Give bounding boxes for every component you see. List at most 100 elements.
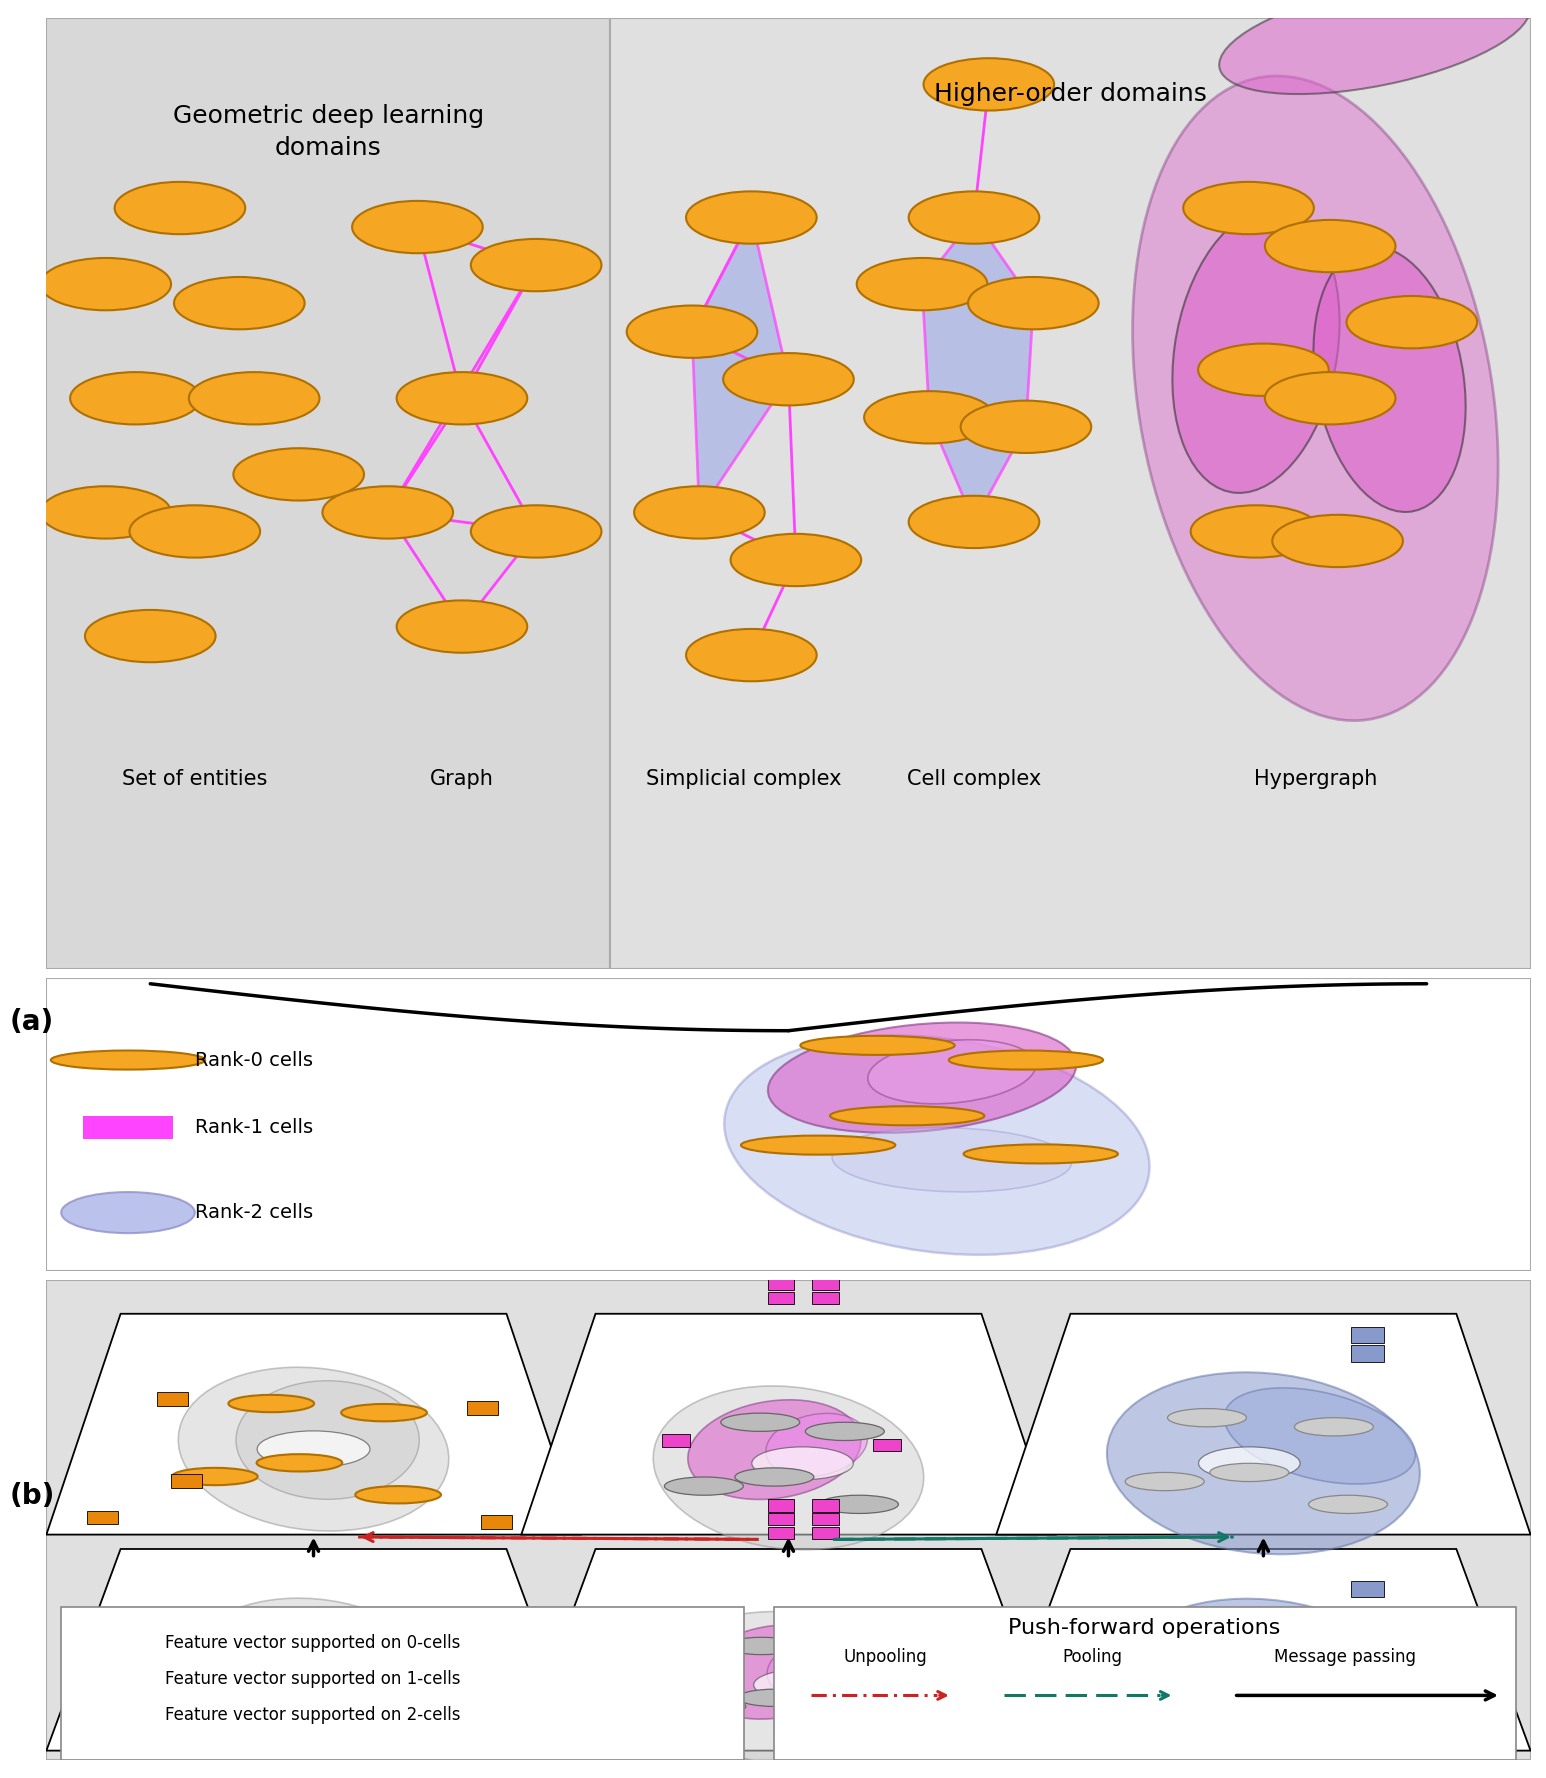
Ellipse shape [186,1598,442,1753]
Ellipse shape [737,1689,813,1707]
Ellipse shape [70,372,201,425]
Bar [99,1734,128,1748]
Polygon shape [996,1314,1531,1534]
Ellipse shape [85,610,215,661]
Ellipse shape [660,1611,917,1767]
Text: Cell complex: Cell complex [908,768,1040,789]
Ellipse shape [229,1396,314,1412]
Bar [768,1264,795,1277]
Polygon shape [521,1549,1056,1751]
Ellipse shape [801,1037,955,1054]
Bar [1351,1581,1384,1597]
Ellipse shape [1220,0,1531,94]
Ellipse shape [1125,1472,1204,1490]
Ellipse shape [237,1382,419,1499]
Bar [111,1636,144,1650]
Ellipse shape [909,496,1039,548]
Ellipse shape [818,1716,892,1732]
Ellipse shape [856,258,988,311]
Bar [467,1401,498,1415]
Bar [473,1739,502,1751]
Polygon shape [46,1549,581,1751]
Bar [773,1607,1515,1760]
Text: Rank-0 cells: Rank-0 cells [195,1051,312,1070]
Ellipse shape [1224,1389,1415,1485]
Text: (b): (b) [9,1483,54,1510]
Ellipse shape [686,192,816,244]
Bar [812,1278,839,1291]
Bar [83,1117,173,1140]
Bar [812,1499,839,1511]
Circle shape [1198,1447,1300,1479]
Ellipse shape [233,1625,314,1641]
Ellipse shape [1211,1463,1289,1481]
Ellipse shape [867,1040,1036,1104]
Ellipse shape [342,1405,427,1421]
Ellipse shape [472,505,601,558]
Ellipse shape [963,1145,1118,1163]
Polygon shape [921,217,1033,523]
Ellipse shape [731,533,861,587]
Ellipse shape [724,354,853,405]
Ellipse shape [1292,1641,1368,1659]
Ellipse shape [634,485,765,539]
Circle shape [1201,1670,1299,1700]
Ellipse shape [734,1469,813,1486]
Ellipse shape [1212,1686,1288,1702]
Ellipse shape [257,1454,342,1472]
Bar [812,1527,839,1540]
Ellipse shape [688,1399,861,1499]
Ellipse shape [352,1710,434,1726]
Text: Unpooling: Unpooling [843,1648,926,1666]
Bar [768,1250,795,1262]
Ellipse shape [40,485,172,539]
Bar [172,1474,203,1488]
Ellipse shape [767,1638,863,1698]
Bar [46,18,611,969]
Ellipse shape [686,629,816,681]
Bar [662,1435,690,1447]
Text: (a): (a) [9,1008,54,1037]
Ellipse shape [805,1422,884,1440]
Bar [111,1707,144,1721]
Text: Feature vector supported on 0-cells: Feature vector supported on 0-cells [165,1634,461,1652]
Ellipse shape [1308,1495,1387,1513]
Ellipse shape [626,306,758,357]
Ellipse shape [172,1469,258,1485]
Bar [812,1264,839,1277]
Ellipse shape [741,1136,895,1154]
Circle shape [754,1670,850,1700]
Circle shape [260,1659,366,1693]
Bar [869,1661,895,1673]
Bar [158,1392,189,1406]
Ellipse shape [62,1191,195,1234]
Ellipse shape [114,181,246,235]
Ellipse shape [1347,295,1476,348]
Bar [179,1700,209,1712]
Ellipse shape [949,1051,1104,1070]
Ellipse shape [179,1693,261,1710]
Ellipse shape [765,1414,867,1478]
Ellipse shape [960,400,1091,453]
Bar [62,1607,744,1760]
Ellipse shape [768,1022,1076,1133]
Ellipse shape [40,258,172,311]
Polygon shape [996,1549,1531,1751]
Text: Message passing: Message passing [1274,1648,1416,1666]
Bar [1351,1326,1384,1342]
Bar [165,1622,195,1634]
Ellipse shape [724,1035,1150,1255]
Text: Set of entities: Set of entities [122,768,267,789]
Text: Combinatorial complex: Combinatorial complex [801,1294,1073,1319]
Ellipse shape [968,277,1099,329]
Ellipse shape [260,1680,340,1696]
Ellipse shape [1294,1417,1373,1437]
Ellipse shape [51,1051,206,1070]
Text: Rank-2 cells: Rank-2 cells [195,1204,312,1221]
Bar [768,1278,795,1291]
Bar [768,1527,795,1540]
Text: Feature vector supported on 2-cells: Feature vector supported on 2-cells [165,1705,461,1723]
Ellipse shape [830,1106,985,1125]
Ellipse shape [1172,1632,1248,1650]
Text: Higher-order domains: Higher-order domains [934,82,1207,107]
